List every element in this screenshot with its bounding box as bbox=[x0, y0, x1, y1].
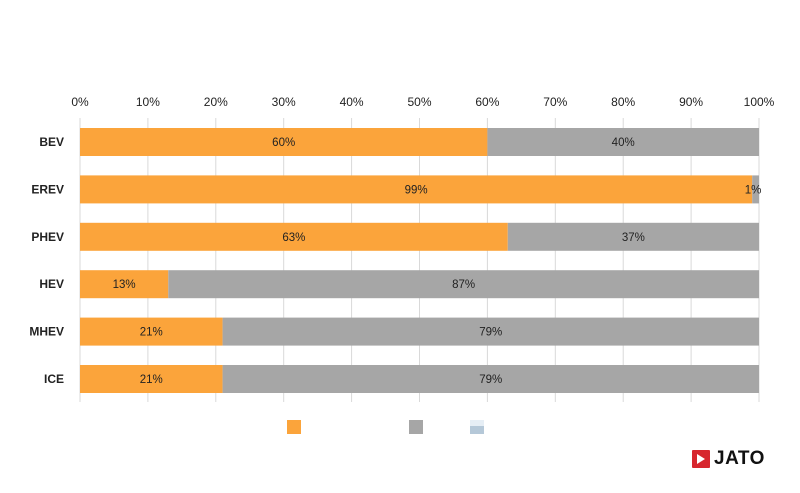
data-label: 60% bbox=[272, 137, 295, 149]
x-tick-label: 90% bbox=[679, 95, 703, 109]
data-label: 21% bbox=[140, 374, 163, 386]
category-label: PHEV bbox=[31, 230, 64, 244]
legend-swatch bbox=[470, 426, 484, 434]
bar-segment bbox=[80, 175, 753, 204]
legend-swatch bbox=[409, 420, 423, 434]
jato-logo-mark-icon bbox=[692, 450, 710, 468]
x-tick-label: 30% bbox=[272, 95, 296, 109]
data-label: 63% bbox=[282, 232, 305, 244]
x-tick-label: 70% bbox=[543, 95, 567, 109]
data-label: 21% bbox=[140, 327, 163, 339]
bar-segment bbox=[80, 128, 488, 156]
jato-logo-text: JATO bbox=[714, 448, 765, 469]
bar-segment bbox=[80, 222, 508, 251]
jato-logo: JATO bbox=[692, 448, 765, 469]
bar-segment bbox=[487, 128, 759, 156]
bar-segment bbox=[222, 317, 760, 346]
data-label: 40% bbox=[612, 137, 635, 149]
data-label: 87% bbox=[452, 279, 475, 291]
x-tick-label: 100% bbox=[744, 95, 775, 109]
x-tick-label: 50% bbox=[407, 95, 431, 109]
x-tick-label: 60% bbox=[475, 95, 499, 109]
data-label: 37% bbox=[622, 232, 645, 244]
data-label: 79% bbox=[479, 327, 502, 339]
category-label: EREV bbox=[31, 182, 64, 196]
data-label: 1% bbox=[745, 184, 762, 196]
category-label: BEV bbox=[39, 135, 64, 149]
bar-segment bbox=[222, 365, 760, 393]
bar-segment bbox=[80, 365, 223, 393]
bar-segment bbox=[80, 317, 223, 346]
data-label: 99% bbox=[405, 184, 428, 196]
category-label: HEV bbox=[39, 277, 64, 291]
x-tick-label: 80% bbox=[611, 95, 635, 109]
bar-segment bbox=[507, 222, 759, 251]
legend-swatch bbox=[470, 420, 484, 426]
bar-segment bbox=[752, 175, 759, 204]
x-tick-label: 10% bbox=[136, 95, 160, 109]
x-tick-label: 20% bbox=[204, 95, 228, 109]
data-label: 79% bbox=[479, 374, 502, 386]
bar-segment bbox=[168, 270, 759, 299]
bar-segment bbox=[80, 270, 169, 299]
legend-swatch bbox=[287, 420, 301, 434]
x-tick-label: 40% bbox=[340, 95, 364, 109]
data-label: 13% bbox=[113, 279, 136, 291]
category-label: MHEV bbox=[29, 325, 64, 339]
category-label: ICE bbox=[44, 372, 64, 386]
x-tick-label: 0% bbox=[71, 95, 89, 109]
